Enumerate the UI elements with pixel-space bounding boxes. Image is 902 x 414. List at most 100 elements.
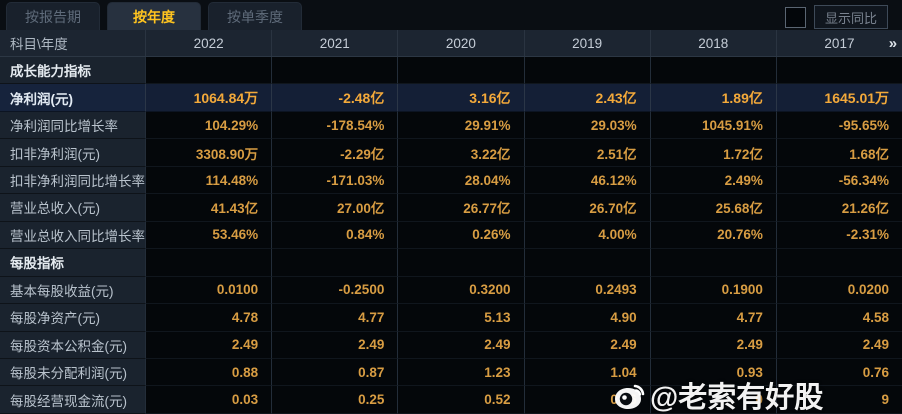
cell: -178.54%: [271, 111, 398, 140]
cell: -2.29亿: [271, 139, 398, 167]
cell: 4.00%: [523, 221, 650, 250]
table-row[interactable]: 每股净资产(元) 4.78 4.77 5.13 4.90 4.77 4.58: [0, 304, 902, 332]
table-row[interactable]: 每股经营现金流(元) 0.03 0.25 0.52 0.36 0 9: [0, 386, 902, 414]
cell: 0.84%: [271, 221, 398, 250]
cell: [649, 249, 776, 277]
row-label: 每股资本公积金(元): [0, 331, 145, 359]
row-label: 每股经营现金流(元): [0, 386, 145, 414]
cell: [271, 57, 398, 85]
cell: 9: [775, 386, 902, 414]
table-row[interactable]: 营业总收入(元) 41.43亿 27.00亿 26.77亿 26.70亿 25.68亿 21…: [0, 194, 902, 222]
show-yoy-label: 显示同比: [824, 10, 877, 26]
cell: 2.43亿: [523, 84, 650, 112]
cell: -95.65%: [775, 111, 902, 140]
cell: [523, 57, 650, 85]
cell: 26.70亿: [523, 194, 650, 222]
cell: 53.46%: [145, 221, 272, 250]
cell: -171.03%: [271, 166, 398, 195]
top-controls: 显示同比: [784, 5, 888, 29]
table-row[interactable]: 营业总收入同比增长率 53.46% 0.84% 0.26% 4.00% 20.76% -2.…: [0, 221, 902, 250]
cell: 2.51亿: [523, 139, 650, 167]
cell: 0.93: [649, 358, 776, 387]
table-row[interactable]: 扣非净利润同比增长率 114.48% -171.03% 28.04% 46.12% 2.4…: [0, 166, 902, 195]
cell: 3.22亿: [397, 139, 524, 167]
column-header-2022[interactable]: 2022: [145, 30, 271, 56]
cell: 0.52: [397, 386, 524, 414]
table-row[interactable]: 每股资本公积金(元) 2.49 2.49 2.49 2.49 2.49 2.49: [0, 331, 902, 359]
cell: 27.00亿: [271, 194, 398, 222]
cell: 1.72亿: [649, 139, 776, 167]
cell: -0.2500: [271, 276, 398, 305]
cell: 0.03: [145, 386, 272, 414]
cell: 28.04%: [397, 166, 524, 195]
cell: 5.13: [397, 304, 524, 332]
cell: 29.91%: [397, 111, 524, 140]
cell: 21.26亿: [775, 194, 902, 222]
cell: 0.87: [271, 358, 398, 387]
column-header-2017[interactable]: 2017»: [775, 30, 902, 56]
cell: 2.49: [271, 331, 398, 359]
cell: -2.48亿: [271, 84, 398, 112]
column-header-2019[interactable]: 2019: [523, 30, 650, 56]
table-header: 科目\年度 2022 2021 2020 2019 2018 2017»: [0, 30, 902, 57]
column-header-2020[interactable]: 2020: [397, 30, 523, 56]
cell: [145, 57, 272, 85]
cell: 0.76: [775, 358, 902, 387]
row-label: 每股净资产(元): [0, 304, 145, 332]
cell: 1645.01万: [775, 84, 902, 112]
row-label: 扣非净利润(元): [0, 139, 145, 167]
row-label: 净利润(元): [0, 84, 145, 112]
cell: 1.68亿: [775, 139, 902, 167]
cell: 29.03%: [523, 111, 650, 140]
row-label: 净利润同比增长率: [0, 111, 145, 140]
cell: 3308.90万: [145, 139, 272, 167]
cell: 25.68亿: [649, 194, 776, 222]
cell: 0.2493: [523, 276, 650, 305]
cell: 0: [649, 386, 776, 414]
cell: -2.31%: [775, 221, 902, 250]
row-label: 每股指标: [0, 249, 145, 277]
corner-header: 科目\年度: [10, 37, 68, 52]
cell: 2.49: [775, 331, 902, 359]
cell: 2.49: [523, 331, 650, 359]
cell: 1.89亿: [649, 84, 776, 112]
tab-by-report-period[interactable]: 按报告期: [6, 2, 100, 30]
cell: 0.1900: [649, 276, 776, 305]
column-header-2018[interactable]: 2018: [649, 30, 776, 56]
column-header-2021[interactable]: 2021: [271, 30, 397, 56]
show-yoy-checkbox[interactable]: [784, 6, 806, 28]
cell: 41.43亿: [145, 194, 272, 222]
table-row[interactable]: 净利润同比增长率 104.29% -178.54% 29.91% 29.03% 1045.…: [0, 111, 902, 140]
table-row[interactable]: 净利润(元) 1064.84万 -2.48亿 3.16亿 2.43亿 1.89亿 1645.…: [0, 84, 902, 112]
cell: 1.23: [397, 358, 524, 387]
cell: 0.0100: [145, 276, 272, 305]
cell: [649, 57, 776, 85]
cell: [271, 249, 398, 277]
table-row[interactable]: 每股未分配利润(元) 0.88 0.87 1.23 1.04 0.93 0.76: [0, 358, 902, 387]
cell: 0.25: [271, 386, 398, 414]
section-row[interactable]: 成长能力指标: [0, 57, 902, 85]
cell: 4.78: [145, 304, 272, 332]
tab-bar: 按报告期 按年度 按单季度 显示同比: [0, 0, 902, 30]
row-label: 营业总收入(元): [0, 194, 145, 222]
tab-list: 按报告期 按年度 按单季度: [6, 2, 302, 30]
cell: 3.16亿: [397, 84, 524, 112]
cell: [145, 249, 272, 277]
section-row[interactable]: 每股指标: [0, 249, 902, 277]
show-yoy-toggle[interactable]: 显示同比: [813, 5, 888, 29]
cell: 4.77: [649, 304, 776, 332]
cell: [397, 249, 524, 277]
tab-by-quarter[interactable]: 按单季度: [208, 2, 302, 30]
cell: 1.04: [523, 358, 650, 387]
row-label: 成长能力指标: [0, 57, 145, 85]
cell: 0.26%: [397, 221, 524, 250]
more-years-icon[interactable]: »: [888, 34, 897, 52]
tab-by-year[interactable]: 按年度: [107, 2, 201, 30]
table-row[interactable]: 扣非净利润(元) 3308.90万 -2.29亿 3.22亿 2.51亿 1.72亿 1.6…: [0, 139, 902, 167]
cell: 0.88: [145, 358, 272, 387]
table-row[interactable]: 基本每股收益(元) 0.0100 -0.2500 0.3200 0.2493 0.1900…: [0, 276, 902, 305]
row-label: 营业总收入同比增长率: [0, 221, 145, 250]
cell: 0.0200: [775, 276, 902, 305]
row-label: 基本每股收益(元): [0, 276, 145, 305]
cell: 20.76%: [649, 221, 776, 250]
